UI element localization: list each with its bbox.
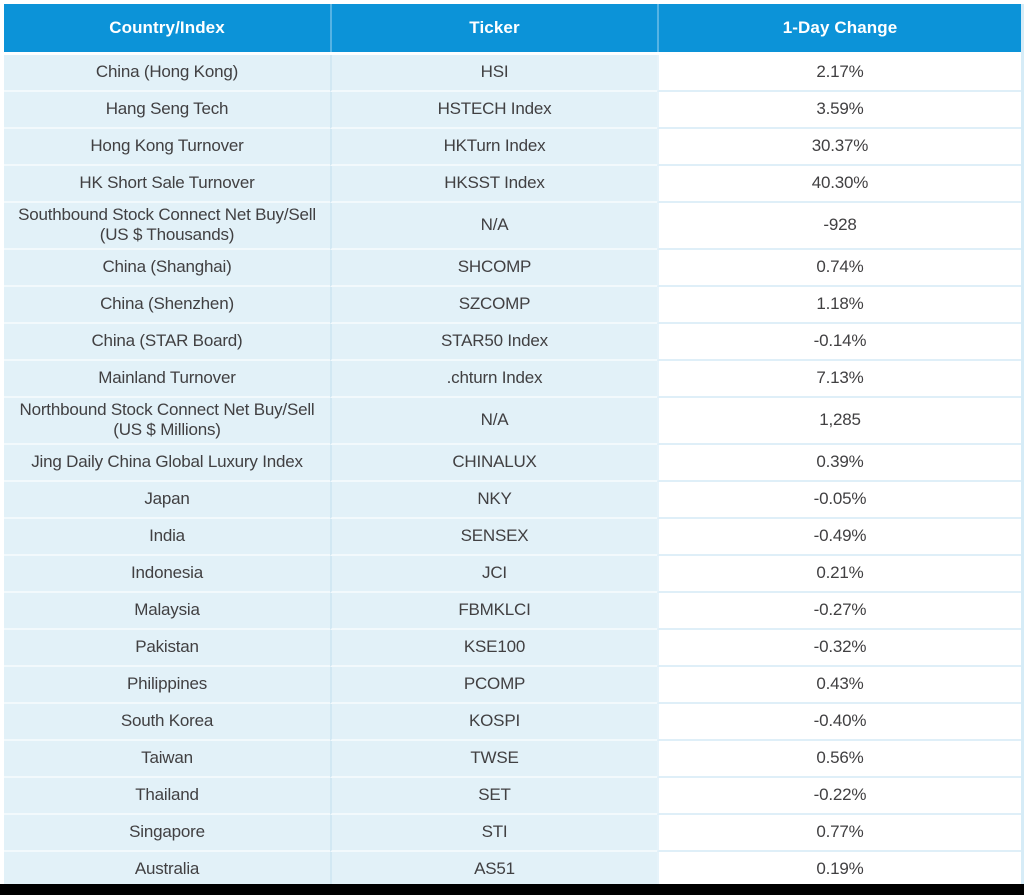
table-row: Hang Seng Tech HSTECH Index 3.59%: [4, 92, 1021, 129]
change-cell: 0.19%: [657, 851, 1021, 889]
ticker-cell: N/A: [330, 397, 657, 445]
table-row: Philippines PCOMP 0.43%: [4, 666, 1021, 704]
country-index-cell: Singapore: [4, 814, 330, 852]
table-row: Malaysia FBMKLCI -0.27%: [4, 592, 1021, 630]
table-row: Mainland Turnover .chturn Index 7.13%: [4, 360, 1021, 398]
country-index-cell: Southbound Stock Connect Net Buy/Sell (U…: [4, 203, 330, 250]
change-cell: -0.05%: [657, 481, 1021, 519]
table-row: Australia AS51 0.19%: [4, 851, 1021, 889]
ticker-cell: HKSST Index: [330, 166, 657, 203]
change-cell: -0.49%: [657, 518, 1021, 556]
table-row: China (Hong Kong) HSI 2.17%: [4, 55, 1021, 92]
country-index-cell: Hang Seng Tech: [4, 92, 330, 129]
change-cell: -0.22%: [657, 777, 1021, 815]
change-cell: -0.27%: [657, 592, 1021, 630]
table-row: Thailand SET -0.22%: [4, 777, 1021, 815]
country-index-cell: Hong Kong Turnover: [4, 129, 330, 166]
country-index-cell: Indonesia: [4, 555, 330, 593]
country-index-cell: Jing Daily China Global Luxury Index: [4, 444, 330, 482]
country-index-cell: China (Shanghai): [4, 249, 330, 287]
country-index-cell: China (Hong Kong): [4, 55, 330, 92]
country-index-cell: China (Shenzhen): [4, 286, 330, 324]
table-row: Singapore STI 0.77%: [4, 814, 1021, 852]
table-row: India SENSEX -0.49%: [4, 518, 1021, 556]
country-index-cell: India: [4, 518, 330, 556]
country-index-cell: South Korea: [4, 703, 330, 741]
column-header-country-index: Country/Index: [4, 4, 330, 52]
change-cell: -0.32%: [657, 629, 1021, 667]
change-cell: 0.56%: [657, 740, 1021, 778]
table-row: Jing Daily China Global Luxury Index CHIN…: [4, 444, 1021, 482]
ticker-cell: STAR50 Index: [330, 323, 657, 361]
change-cell: -928: [657, 203, 1021, 250]
change-cell: 1.18%: [657, 286, 1021, 324]
country-index-cell: Northbound Stock Connect Net Buy/Sell (U…: [4, 397, 330, 445]
ticker-cell: KSE100: [330, 629, 657, 667]
ticker-cell: SET: [330, 777, 657, 815]
change-cell: -0.14%: [657, 323, 1021, 361]
table-row: Hong Kong Turnover HKTurn Index 30.37%: [4, 129, 1021, 166]
ticker-cell: .chturn Index: [330, 360, 657, 398]
ticker-cell: PCOMP: [330, 666, 657, 704]
table-row: South Korea KOSPI -0.40%: [4, 703, 1021, 741]
change-cell: -0.40%: [657, 703, 1021, 741]
change-cell: 0.74%: [657, 249, 1021, 287]
ticker-cell: HKTurn Index: [330, 129, 657, 166]
change-cell: 3.59%: [657, 92, 1021, 129]
change-cell: 0.77%: [657, 814, 1021, 852]
country-index-cell: Philippines: [4, 666, 330, 704]
ticker-cell: NKY: [330, 481, 657, 519]
change-cell: 1,285: [657, 397, 1021, 445]
ticker-cell: HSTECH Index: [330, 92, 657, 129]
country-index-cell: Malaysia: [4, 592, 330, 630]
table-row: China (STAR Board) STAR50 Index -0.14%: [4, 323, 1021, 361]
table-row: Northbound Stock Connect Net Buy/Sell (U…: [4, 397, 1021, 445]
country-index-cell: Japan: [4, 481, 330, 519]
table-row: Indonesia JCI 0.21%: [4, 555, 1021, 593]
column-header-1-day-change: 1-Day Change: [657, 4, 1021, 52]
country-index-cell: Thailand: [4, 777, 330, 815]
ticker-cell: FBMKLCI: [330, 592, 657, 630]
ticker-cell: SHCOMP: [330, 249, 657, 287]
table-row: China (Shenzhen) SZCOMP 1.18%: [4, 286, 1021, 324]
country-index-cell: HK Short Sale Turnover: [4, 166, 330, 203]
column-header-ticker: Ticker: [330, 4, 657, 52]
country-index-cell: Mainland Turnover: [4, 360, 330, 398]
country-index-cell: Australia: [4, 851, 330, 889]
change-cell: 0.43%: [657, 666, 1021, 704]
market-change-table: Country/Index Ticker 1-Day Change China …: [4, 4, 1024, 889]
ticker-cell: SZCOMP: [330, 286, 657, 324]
bottom-black-bar: [0, 884, 1024, 895]
change-cell: 30.37%: [657, 129, 1021, 166]
ticker-cell: AS51: [330, 851, 657, 889]
change-cell: 0.21%: [657, 555, 1021, 593]
ticker-cell: N/A: [330, 203, 657, 250]
table-row: China (Shanghai) SHCOMP 0.74%: [4, 249, 1021, 287]
ticker-cell: HSI: [330, 55, 657, 92]
ticker-cell: TWSE: [330, 740, 657, 778]
country-index-cell: Taiwan: [4, 740, 330, 778]
change-cell: 7.13%: [657, 360, 1021, 398]
change-cell: 2.17%: [657, 55, 1021, 92]
table-row: HK Short Sale Turnover HKSST Index 40.30%: [4, 166, 1021, 203]
table-row: Pakistan KSE100 -0.32%: [4, 629, 1021, 667]
change-cell: 40.30%: [657, 166, 1021, 203]
ticker-cell: JCI: [330, 555, 657, 593]
table-header-row: Country/Index Ticker 1-Day Change: [4, 4, 1021, 55]
table-row: Taiwan TWSE 0.56%: [4, 740, 1021, 778]
ticker-cell: STI: [330, 814, 657, 852]
change-cell: 0.39%: [657, 444, 1021, 482]
ticker-cell: CHINALUX: [330, 444, 657, 482]
country-index-cell: Pakistan: [4, 629, 330, 667]
country-index-cell: China (STAR Board): [4, 323, 330, 361]
ticker-cell: SENSEX: [330, 518, 657, 556]
ticker-cell: KOSPI: [330, 703, 657, 741]
table-row: Southbound Stock Connect Net Buy/Sell (U…: [4, 203, 1021, 250]
table-row: Japan NKY -0.05%: [4, 481, 1021, 519]
table-body: China (Hong Kong) HSI 2.17% Hang Seng Tech H…: [4, 55, 1021, 889]
